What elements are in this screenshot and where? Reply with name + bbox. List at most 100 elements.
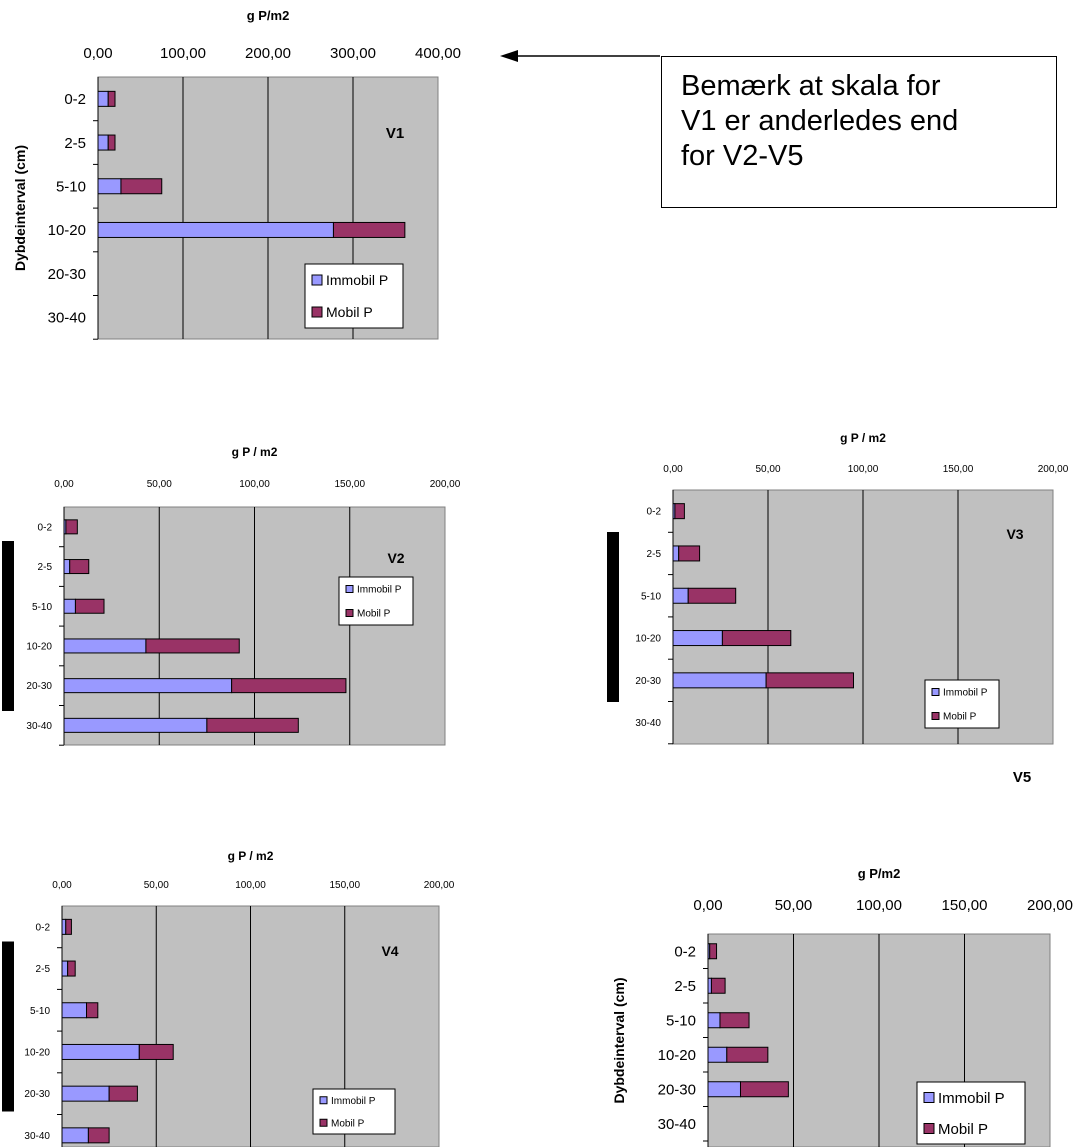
legend-swatch — [931, 688, 940, 696]
category-label: 0-2 — [36, 922, 51, 933]
bar-mobil — [69, 559, 90, 575]
bar-immobil — [97, 90, 109, 107]
category-label: 2-5 — [64, 135, 86, 152]
category-label: 2-5 — [38, 562, 53, 573]
y-axis-title: Dybdeinterval (cm) — [611, 977, 627, 1103]
category-label: 5-10 — [666, 1013, 696, 1030]
bar-mobil — [107, 90, 116, 107]
category-label: 2-5 — [674, 978, 696, 995]
x-tick-label: 0,00 — [83, 45, 112, 62]
legend-swatch — [311, 274, 323, 286]
bar-mobil — [65, 519, 78, 535]
category-label: 5-10 — [30, 1006, 50, 1017]
x-tick-label: 200,00 — [245, 45, 291, 62]
bar-immobil — [672, 545, 680, 562]
chart-title: V4 — [381, 943, 398, 959]
bar-immobil — [707, 977, 712, 994]
legend-swatch — [345, 609, 354, 617]
y-axis-title-blackout — [607, 532, 619, 702]
bar-mobil — [120, 178, 163, 195]
bar-mobil — [74, 598, 105, 614]
bar-mobil — [719, 1012, 750, 1029]
x-tick-label: 200,00 — [424, 880, 455, 891]
bar-mobil — [709, 943, 718, 960]
x-tick-label: 150,00 — [943, 464, 974, 475]
bar-immobil — [672, 630, 723, 647]
bar-immobil — [97, 221, 334, 238]
x-tick-label: 50,00 — [144, 880, 169, 891]
bar-mobil — [765, 672, 854, 689]
legend-label: Immobil P — [943, 688, 988, 699]
x-axis-title: g P / m2 — [228, 849, 274, 863]
bar-immobil — [97, 134, 109, 151]
category-label: 20-30 — [658, 1082, 696, 1099]
bar-mobil — [86, 1002, 99, 1019]
legend-label: Mobil P — [331, 1118, 365, 1129]
bar-immobil — [63, 638, 147, 654]
category-label: 5-10 — [641, 591, 661, 602]
legend-label: Mobil P — [938, 1121, 988, 1138]
category-label: 10-20 — [24, 1047, 50, 1058]
chart-v1: 0,00 100,00 200,00 300,00 400,00 g P/m2 Dybdei… — [12, 8, 461, 340]
bar-mobil — [107, 134, 116, 151]
category-label: 30-40 — [48, 310, 86, 327]
bar-mobil — [678, 545, 701, 562]
bar-mobil — [674, 503, 685, 520]
note-line-1: Bemærk at skala for — [681, 70, 941, 102]
note-line-2: V1 er anderledes end — [681, 105, 959, 137]
legend-label: Immobil P — [357, 585, 402, 596]
bar-mobil — [739, 1081, 789, 1098]
legend-label: Immobil P — [331, 1096, 376, 1107]
bar-immobil — [672, 672, 767, 689]
category-label: 10-20 — [26, 641, 52, 652]
category-label: 0-2 — [647, 507, 662, 518]
category-label: 10-20 — [635, 634, 661, 645]
x-tick-label: 50,00 — [775, 897, 813, 914]
legend-label: Mobil P — [326, 304, 373, 320]
category-label: 20-30 — [24, 1089, 50, 1100]
bar-mobil — [87, 1127, 110, 1144]
x-tick-label: 0,00 — [693, 897, 722, 914]
bar-immobil — [672, 587, 689, 604]
x-tick-label: 150,00 — [942, 897, 988, 914]
bar-mobil — [332, 221, 406, 238]
chart-title: V1 — [386, 125, 404, 142]
category-label: 20-30 — [48, 266, 86, 283]
bar-mobil — [231, 678, 347, 694]
category-label: 30-40 — [635, 718, 661, 729]
x-tick-label: 50,00 — [755, 464, 780, 475]
category-label: 30-40 — [24, 1131, 50, 1142]
scale-note-box: Bemærk at skala for V1 er anderledes end… — [661, 56, 1057, 208]
legend-label: Mobil P — [943, 712, 977, 723]
legend-swatch — [319, 1118, 328, 1127]
pointer-arrowhead — [500, 50, 518, 62]
legend-label: Mobil P — [357, 609, 391, 620]
x-axis-title: g P / m2 — [232, 445, 278, 459]
legend-swatch — [345, 585, 354, 593]
bar-mobil — [721, 630, 792, 647]
bar-immobil — [61, 1127, 89, 1144]
y-axis-title-blackout — [2, 941, 14, 1112]
note-line-3: for V2-V5 — [681, 140, 804, 172]
x-tick-label: 150,00 — [334, 479, 365, 490]
x-tick-label: 400,00 — [415, 45, 461, 62]
x-tick-label: 50,00 — [147, 479, 172, 490]
bar-immobil — [707, 1081, 741, 1098]
bar-immobil — [63, 559, 71, 575]
x-tick-label: 0,00 — [663, 464, 683, 475]
category-label: 0-2 — [64, 91, 86, 108]
x-axis-title: g P / m2 — [840, 431, 886, 445]
legend-swatch — [923, 1123, 935, 1134]
bar-immobil — [707, 1012, 721, 1029]
chart-v5: 0,00 50,00 100,00 150,00 200,00 g P/m2 Dybdein… — [611, 769, 1073, 1147]
y-axis-title-blackout — [2, 541, 14, 711]
x-tick-label: 100,00 — [848, 464, 879, 475]
bar-immobil — [63, 717, 208, 733]
chart-title: V5 — [1013, 769, 1031, 786]
category-label: 30-40 — [658, 1116, 696, 1133]
category-label: 0-2 — [38, 522, 53, 533]
bar-immobil — [61, 1002, 88, 1019]
bar-mobil — [726, 1046, 769, 1063]
x-axis-title: g P/m2 — [247, 8, 290, 23]
